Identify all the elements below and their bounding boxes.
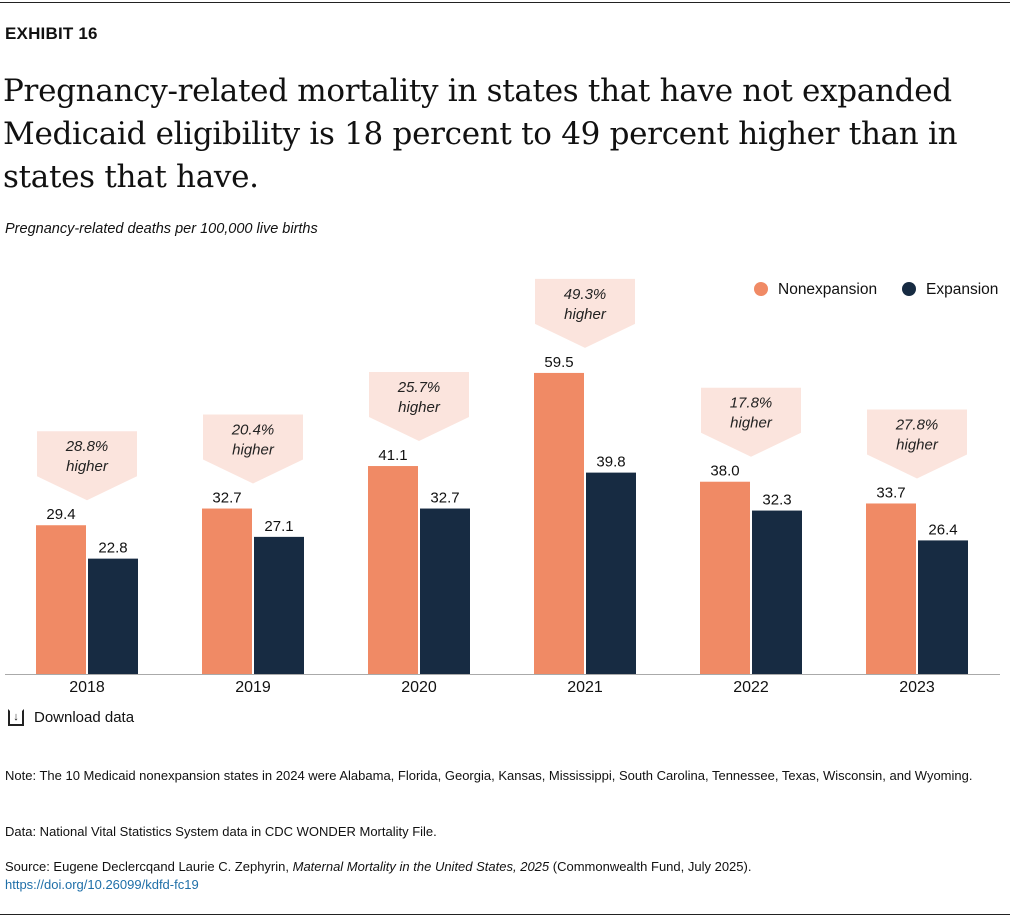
source-link[interactable]: https://doi.org/10.26099/kdfd-fc19 (5, 877, 199, 892)
bar-expansion-2019 (254, 536, 304, 674)
data-label: 39.8 (596, 454, 625, 471)
data-label: 26.4 (928, 521, 957, 538)
data-label: 32.7 (430, 490, 459, 507)
source-prefix: Source: Eugene Declercqand Laurie C. Zep… (5, 859, 293, 874)
callout-pct: 49.3% (564, 286, 607, 303)
x-tick-label: 2022 (733, 679, 769, 696)
legend-marker-expansion (902, 282, 916, 296)
bar-expansion-2020 (420, 508, 470, 674)
bar-expansion-2023 (918, 540, 968, 674)
x-tick-label: 2018 (69, 679, 105, 696)
data-label: 22.8 (98, 540, 127, 557)
data-label: 32.7 (212, 490, 241, 507)
data-note-text: Data: National Vital Statistics System d… (5, 824, 437, 839)
x-tick-label: 2023 (899, 679, 935, 696)
top-rule (0, 2, 1010, 3)
legend-marker-nonexpansion (754, 282, 768, 296)
bar-nonexpansion-2023 (866, 503, 916, 674)
exhibit-label: EXHIBIT 16 (5, 24, 98, 43)
callout-text: higher (730, 415, 773, 432)
callout-text: higher (232, 442, 275, 459)
bar-nonexpansion-2021 (534, 372, 584, 674)
callout-pct: 20.4% (231, 422, 275, 439)
chart-subtitle: Pregnancy-related deaths per 100,000 liv… (5, 221, 318, 237)
download-data-button[interactable]: ↓ Download data (8, 709, 134, 726)
bar-expansion-2021 (586, 472, 636, 674)
data-label: 38.0 (710, 463, 739, 480)
callout-shape (535, 278, 635, 348)
x-tick-label: 2021 (567, 679, 603, 696)
chart-title: Pregnancy-related mortality in states th… (3, 73, 958, 195)
data-label: 29.4 (46, 506, 75, 523)
callout-pct: 17.8% (730, 395, 773, 412)
x-tick-label: 2019 (235, 679, 271, 696)
callout-text: higher (66, 458, 109, 475)
bar-nonexpansion-2018 (36, 525, 86, 674)
callout-shape (203, 414, 303, 484)
data-label: 41.1 (378, 447, 407, 464)
bar-nonexpansion-2022 (700, 481, 750, 674)
callout-pct: 28.8% (65, 438, 109, 455)
source-suffix: (Commonwealth Fund, July 2025). (549, 859, 752, 874)
data-label: 27.1 (264, 518, 293, 535)
bar-expansion-2022 (752, 510, 802, 674)
data-label: 33.7 (876, 484, 905, 501)
legend-label-expansion: Expansion (926, 281, 998, 298)
bottom-rule (0, 914, 1010, 915)
callout-text: higher (398, 399, 441, 416)
bar-chart: 29.4 22.8 2018 28.8% higher 32.7 27.1 2019 20.4%… (5, 278, 1000, 696)
callout-pct: 25.7% (397, 379, 441, 396)
callout-text: higher (564, 306, 607, 323)
callout-shape (369, 372, 469, 442)
bar-expansion-2018 (88, 558, 138, 674)
callout-text: higher (896, 436, 939, 453)
data-label: 32.3 (762, 492, 791, 509)
callout-shape (37, 431, 137, 501)
legend-label-nonexpansion: Nonexpansion (778, 281, 877, 298)
note-text: Note: The 10 Medicaid nonexpansion state… (5, 768, 973, 783)
bar-nonexpansion-2019 (202, 508, 252, 674)
data-label: 59.5 (544, 354, 573, 371)
download-label: Download data (34, 709, 135, 726)
callout-shape (701, 387, 801, 457)
download-icon: ↓ (8, 709, 24, 726)
x-tick-label: 2020 (401, 679, 437, 696)
bar-nonexpansion-2020 (368, 466, 418, 674)
callout-shape (867, 409, 967, 479)
callout-pct: 27.8% (895, 416, 939, 433)
source-title: Maternal Mortality in the United States,… (292, 859, 550, 874)
source-text: Source: Eugene Declercqand Laurie C. Zep… (5, 858, 1005, 894)
